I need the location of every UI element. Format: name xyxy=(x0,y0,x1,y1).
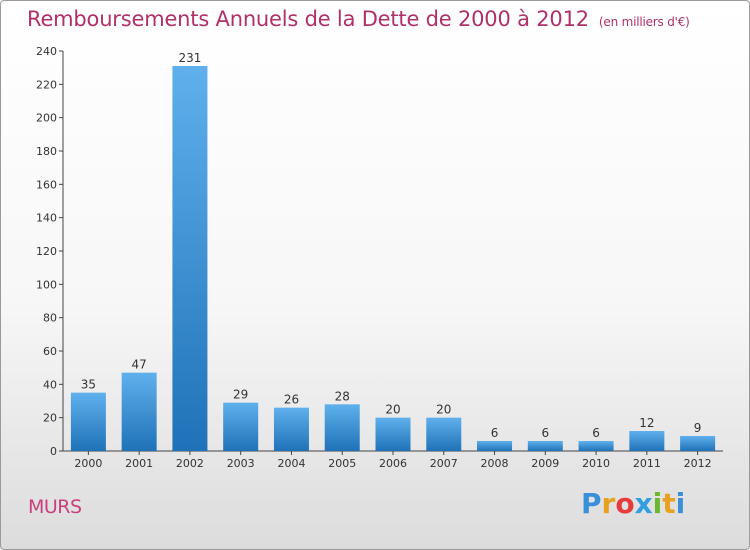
x-tick-label: 2003 xyxy=(227,457,255,470)
logo-letter: P xyxy=(581,487,602,520)
bar-value-label: 6 xyxy=(491,426,499,440)
bar xyxy=(477,441,513,451)
logo-letter: t xyxy=(662,487,676,520)
bar xyxy=(578,441,614,451)
bar xyxy=(629,431,665,451)
bar xyxy=(121,372,157,451)
bar-value-label: 35 xyxy=(81,378,96,392)
logo-letter: i xyxy=(675,487,686,520)
chart-subtitle: (en milliers d'€) xyxy=(598,15,690,29)
bar-value-label: 6 xyxy=(541,426,549,440)
proxiti-logo: Proxiti xyxy=(581,487,685,520)
y-tick-label: 120 xyxy=(36,245,57,258)
y-tick-label: 200 xyxy=(36,112,57,125)
y-tick-label: 180 xyxy=(36,145,57,158)
y-tick-label: 100 xyxy=(36,278,57,291)
bar-value-label: 26 xyxy=(284,393,299,407)
x-tick-label: 2008 xyxy=(481,457,509,470)
logo-letter: r xyxy=(601,487,616,520)
bar-value-label: 47 xyxy=(132,358,147,372)
x-tick-label: 2006 xyxy=(379,457,407,470)
x-tick-label: 2009 xyxy=(531,457,559,470)
x-tick-label: 2007 xyxy=(430,457,458,470)
y-tick-label: 160 xyxy=(36,178,57,191)
y-tick-label: 60 xyxy=(43,345,57,358)
commune-name: MURS xyxy=(28,496,82,518)
bar-value-label: 6 xyxy=(592,426,600,440)
x-tick-label: 2011 xyxy=(633,457,661,470)
bar xyxy=(527,441,563,451)
bar xyxy=(426,417,462,451)
y-tick-label: 140 xyxy=(36,212,57,225)
x-tick-label: 2012 xyxy=(684,457,712,470)
y-tick-label: 0 xyxy=(50,445,57,458)
bar-value-label: 20 xyxy=(385,403,400,417)
chart-title-text: Remboursements Annuels de la Dette de 20… xyxy=(27,7,589,31)
bar-value-label: 20 xyxy=(436,403,451,417)
logo-letter: x xyxy=(634,487,653,520)
bar-value-label: 29 xyxy=(233,388,248,402)
bar xyxy=(273,407,309,451)
bar xyxy=(172,66,208,451)
x-tick-label: 2002 xyxy=(176,457,204,470)
x-tick-label: 2000 xyxy=(74,457,102,470)
logo-letter: i xyxy=(652,487,663,520)
bar xyxy=(680,436,716,451)
bar xyxy=(70,392,106,451)
x-tick-label: 2005 xyxy=(328,457,356,470)
x-tick-label: 2010 xyxy=(582,457,610,470)
logo-letter: o xyxy=(615,487,635,520)
y-tick-label: 220 xyxy=(36,78,57,91)
chart-labels: 2000 35 2001 47 2002 231 2003 29 2004 26 2005 28 200… xyxy=(74,51,711,470)
bar xyxy=(375,417,411,451)
bar-value-label: 9 xyxy=(694,421,702,435)
y-tick-label: 20 xyxy=(43,412,57,425)
bar xyxy=(324,404,360,451)
y-tick-label: 40 xyxy=(43,378,57,391)
bar-value-label: 28 xyxy=(335,389,350,403)
y-tick-label: 240 xyxy=(36,45,57,58)
bar-value-label: 12 xyxy=(639,416,654,430)
chart-bars xyxy=(70,66,716,451)
x-tick-label: 2001 xyxy=(125,457,153,470)
chart-title: Remboursements Annuels de la Dette de 20… xyxy=(27,7,690,31)
x-tick-label: 2004 xyxy=(277,457,305,470)
y-tick-label: 80 xyxy=(43,312,57,325)
bar xyxy=(223,402,259,451)
bar-value-label: 231 xyxy=(178,51,201,65)
